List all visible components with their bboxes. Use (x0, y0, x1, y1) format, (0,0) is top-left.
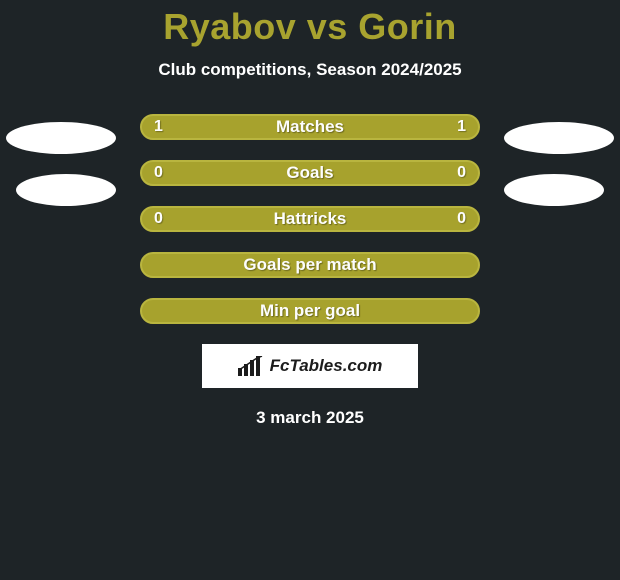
stat-row: Matches 1 1 (140, 114, 480, 140)
stat-value-right: 0 (457, 210, 466, 228)
stat-value-right: 1 (457, 118, 466, 136)
stat-label: Min per goal (260, 301, 360, 321)
stat-row: Goals 0 0 (140, 160, 480, 186)
player-avatar-right-2 (504, 174, 604, 206)
player-avatar-left-1 (6, 122, 116, 154)
brand-text: FcTables.com (270, 356, 383, 376)
brand-badge[interactable]: FcTables.com (202, 344, 418, 388)
stat-value-left: 0 (154, 210, 163, 228)
stat-label: Goals per match (243, 255, 376, 275)
stat-value-left: 1 (154, 118, 163, 136)
stat-row: Hattricks 0 0 (140, 206, 480, 232)
stat-label: Hattricks (274, 209, 347, 229)
stat-row: Min per goal (140, 298, 480, 324)
stat-label: Matches (276, 117, 344, 137)
stat-label: Goals (286, 163, 333, 183)
subtitle: Club competitions, Season 2024/2025 (158, 60, 461, 80)
stat-row: Goals per match (140, 252, 480, 278)
bars-icon (238, 356, 264, 376)
stat-value-right: 0 (457, 164, 466, 182)
date-text: 3 march 2025 (256, 408, 364, 428)
player-avatar-right-1 (504, 122, 614, 154)
stat-value-left: 0 (154, 164, 163, 182)
page-title: Ryabov vs Gorin (163, 6, 457, 48)
player-avatar-left-2 (16, 174, 116, 206)
